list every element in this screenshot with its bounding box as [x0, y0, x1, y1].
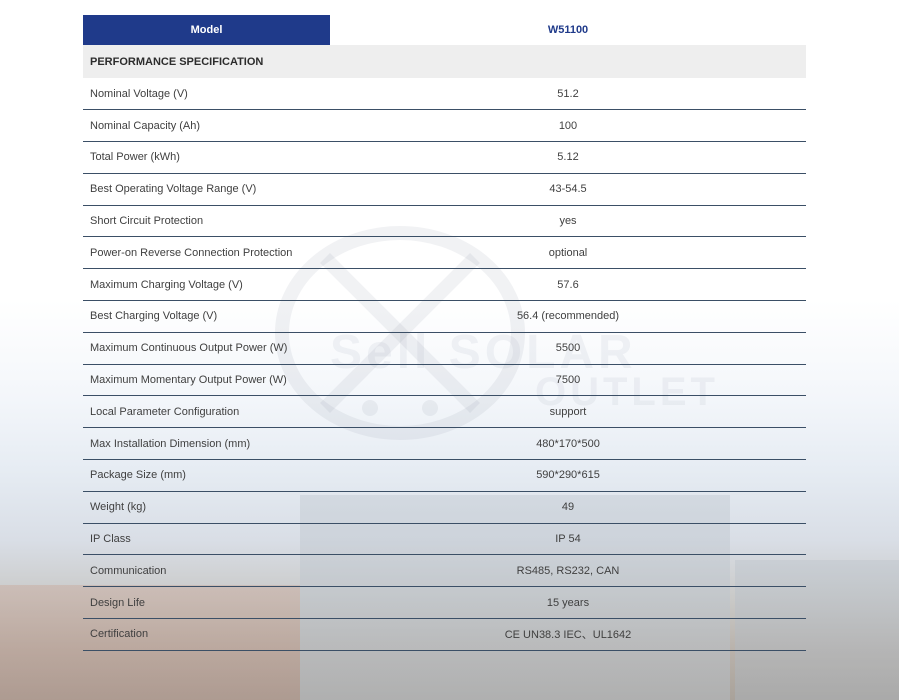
- spec-label: IP Class: [83, 523, 330, 556]
- table-row: Power-on Reverse Connection Protection op…: [83, 236, 806, 270]
- table-row: IP Class IP 54: [83, 523, 806, 556]
- spec-value: 5500: [330, 332, 806, 365]
- spec-value: 49: [330, 491, 806, 524]
- spec-label: Best Operating Voltage Range (V): [83, 173, 330, 206]
- spec-label: Nominal Capacity (Ah): [83, 109, 330, 143]
- table-row: Best Operating Voltage Range (V) 43-54.5: [83, 173, 806, 206]
- spec-value: 100: [330, 109, 806, 143]
- spec-value: yes: [330, 205, 806, 238]
- spec-value: RS485, RS232, CAN: [330, 554, 806, 588]
- model-value: W51100: [547, 24, 589, 36]
- spec-label: Best Charging Voltage (V): [83, 300, 330, 333]
- table-row: Best Charging Voltage (V) 56.4 (recommend…: [83, 300, 806, 333]
- spec-value: 590*290*615: [330, 459, 806, 492]
- spec-label: Communication: [83, 554, 330, 588]
- table-header-row: Model W51100: [83, 15, 806, 45]
- spec-label: Weight (kg): [83, 491, 330, 524]
- table-row: Maximum Charging Voltage (V) 57.6: [83, 268, 806, 302]
- spec-label: Total Power (kWh): [83, 141, 330, 174]
- table-row: Certification CE UN38.3 IEC、UL1642: [83, 618, 806, 651]
- table-row: Maximum Momentary Output Power (W) 7500: [83, 364, 806, 397]
- spec-value: 15 years: [330, 586, 806, 620]
- spec-value: 56.4 (recommended): [330, 300, 806, 333]
- spec-value: 5.12: [330, 141, 806, 174]
- spec-value: 57.6: [330, 268, 806, 302]
- spec-label: Short Circuit Protection: [83, 205, 330, 238]
- spec-label: Local Parameter Configuration: [83, 395, 330, 429]
- spec-value: optional: [330, 236, 806, 270]
- section-header-row: PERFORMANCE SPECIFICATION: [83, 45, 806, 78]
- spec-label: Maximum Charging Voltage (V): [83, 268, 330, 302]
- spec-label: Maximum Momentary Output Power (W): [83, 364, 330, 397]
- table-row: Local Parameter Configuration support: [83, 395, 806, 429]
- spec-value: CE UN38.3 IEC、UL1642: [330, 618, 806, 651]
- table-row: Communication RS485, RS232, CAN: [83, 554, 806, 588]
- table-row: Nominal Voltage (V) 51.2: [83, 78, 806, 111]
- table-row: Maximum Continuous Output Power (W) 5500: [83, 332, 806, 365]
- spec-label: Certification: [83, 618, 330, 651]
- table-row: Total Power (kWh) 5.12: [83, 141, 806, 174]
- spec-value: 480*170*500: [330, 427, 806, 461]
- section-title: PERFORMANCE SPECIFICATION: [83, 45, 806, 78]
- spec-value: 7500: [330, 364, 806, 397]
- spec-label: Nominal Voltage (V): [83, 78, 330, 111]
- table-row: Short Circuit Protection yes: [83, 205, 806, 238]
- spec-value: IP 54: [330, 523, 806, 556]
- table-row: Weight (kg) 49: [83, 491, 806, 524]
- model-label: Model: [83, 15, 330, 45]
- spec-label: Power-on Reverse Connection Protection: [83, 236, 330, 270]
- spec-label: Design Life: [83, 586, 330, 620]
- table-row: Design Life 15 years: [83, 586, 806, 620]
- spec-label: Max Installation Dimension (mm): [83, 427, 330, 461]
- spec-label: Package Size (mm): [83, 459, 330, 492]
- spec-value: 51.2: [330, 78, 806, 111]
- table-row: Max Installation Dimension (mm) 480*170*5…: [83, 427, 806, 461]
- spec-label: Maximum Continuous Output Power (W): [83, 332, 330, 365]
- table-row: Package Size (mm) 590*290*615: [83, 459, 806, 492]
- spec-table: Model W51100 PERFORMANCE SPECIFICATION N…: [83, 15, 806, 651]
- spec-value: support: [330, 395, 806, 429]
- table-row: Nominal Capacity (Ah) 100: [83, 109, 806, 143]
- spec-value: 43-54.5: [330, 173, 806, 206]
